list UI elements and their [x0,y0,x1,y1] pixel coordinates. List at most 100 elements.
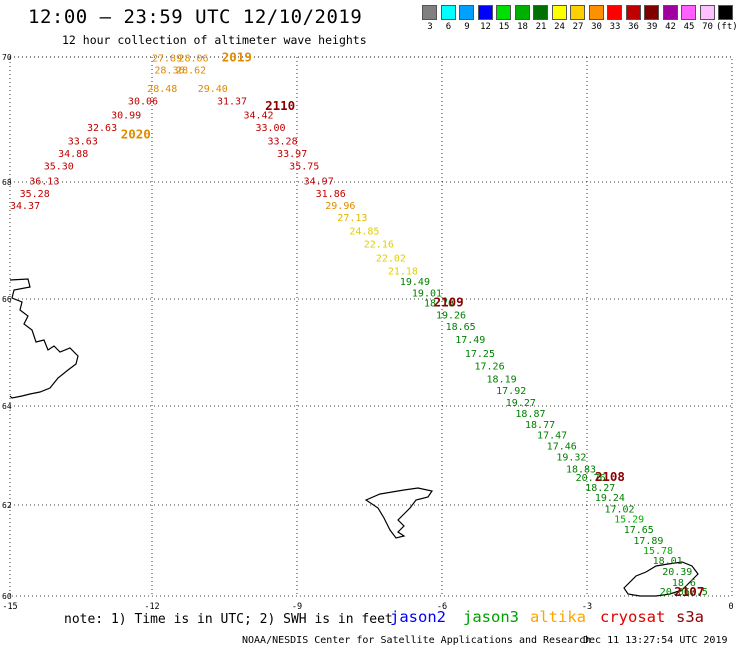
swh-value: 34.88 [58,149,88,160]
scale-label: 33 [609,22,621,32]
swh-value: 17.25 [465,349,495,360]
swh-value: 18.77 [525,420,555,431]
swh-value: 35.28 [20,189,50,200]
swh-value: 31.86 [316,189,346,200]
iceland-coastline [9,278,79,399]
lat-label-66: 66 [2,295,12,304]
swh-value: 15.78 [643,546,673,557]
swh-value: 33.63 [68,137,98,148]
swh-value: 17.49 [455,335,485,346]
swh-value: 18.19 [487,374,517,385]
lat-label-70: 70 [2,53,12,62]
swh-value: 35.30 [44,162,74,173]
swh-value: 20.39 [662,567,692,578]
track-time-label: 2019 [222,49,252,64]
faroe-islands-coastline [364,487,433,539]
lon-label-minus12: -12 [144,602,160,612]
swh-value: 28.48 [147,84,177,95]
map-title: 12:00 – 23:59 UTC 12/10/2019 [28,6,363,28]
swh-value: 19.24 [595,493,625,504]
swh-value: 30.99 [111,110,141,121]
scale-label: 3 [427,22,433,32]
scale-swatch [514,5,530,20]
scale-swatch [496,5,511,20]
swh-value: 19.26 [436,310,466,321]
scale-swatch [459,5,474,20]
shetland-coastline [623,561,699,597]
lon-label-0: 0 [728,602,734,612]
swh-value: 17.5 [684,587,708,598]
scale-label: 70 [702,22,713,32]
swh-value: 17.46 [547,442,577,453]
lat-label-60: 60 [2,592,12,601]
scale-label: 21 [535,22,547,32]
swh-value: 15.29 [614,514,644,525]
swh-value: 17.92 [496,386,526,397]
scale-swatch [477,5,493,20]
track-time-label: 2108 [595,469,625,484]
lat-label-64: 64 [2,402,12,411]
swh-value: 17.89 [633,536,663,547]
scale-label: 39 [646,22,658,32]
swh-value: 17.26 [474,362,504,373]
swh-value: 18.83 [566,464,596,475]
swh-value: 19.27 [506,398,536,409]
swh-value: 21.18 [388,266,418,277]
lat-label-68: 68 [2,178,12,187]
scale-swatch [570,5,585,20]
scale-label: 6 [445,22,452,32]
swh-value: 18.76 [424,298,454,309]
lon-label-minus9: -9 [291,602,303,612]
track-time-label: 2020 [121,126,151,141]
swh-value: 17.65 [624,525,654,536]
scale-label: 9 [464,22,470,32]
track-time-label: 2109 [434,294,464,309]
scale-label: 18 [517,22,528,32]
swh-value: 19.49 [400,277,430,288]
swh-value: 24.85 [349,227,379,238]
lon-label-minus6: -6 [436,602,448,612]
swh-value: 17.47 [537,431,567,442]
swh-value: 30.06 [128,97,158,108]
swh-value: 36.13 [29,176,59,187]
map-subtitle: 12 hour collection of altimeter wave hei… [62,33,367,47]
generated-timestamp: Dec 11 13:27:54 UTC 2019 [583,635,728,646]
scale-swatch [533,5,548,20]
lon-label-minus3: -3 [581,602,593,612]
scale-swatch [607,5,622,20]
swh-value: 18.27 [585,483,615,494]
satellite-jason3: jason3 [463,608,519,626]
swh-value: 18.01 [653,556,683,567]
scale-label: (ft) [716,22,738,32]
swh-value: 28.62 [176,65,206,76]
scale-label: 24 [554,22,565,32]
scale-swatch [588,5,604,20]
scale-swatch [440,5,456,20]
swh-value: 22.16 [364,240,394,251]
lon-label-minus15: -15 [2,602,18,612]
swh-value: 19.32 [556,452,586,463]
swh-value: 32.63 [87,123,117,134]
swh-value: 27.89 [152,53,182,64]
scale-swatch [662,5,678,20]
scale-label: 27 [572,22,584,32]
lat-label-62: 62 [2,501,12,510]
swh-value: 18.87 [515,409,545,420]
swh-value: 17.02 [604,504,634,515]
swh-value: 28.36 [154,65,184,76]
swh-value: 18.6 [672,578,696,589]
swh-value: 31.37 [217,97,247,108]
swh-value: 33.00 [255,123,285,134]
track-time-label: 2110 [265,98,295,113]
scale-swatch [422,5,437,20]
scale-label: 42 [665,22,676,32]
credit-line: NOAA/NESDIS Center for Satellite Applica… [242,635,592,646]
swh-value: 22.02 [376,254,406,265]
swh-value: 29.96 [325,201,355,212]
scale-swatch [644,5,659,20]
swh-value: 19.01 [412,289,442,300]
swh-value: 28.06 [178,53,208,64]
swh-value: 34.97 [304,176,334,187]
satellite-jason2: jason2 [390,608,446,626]
